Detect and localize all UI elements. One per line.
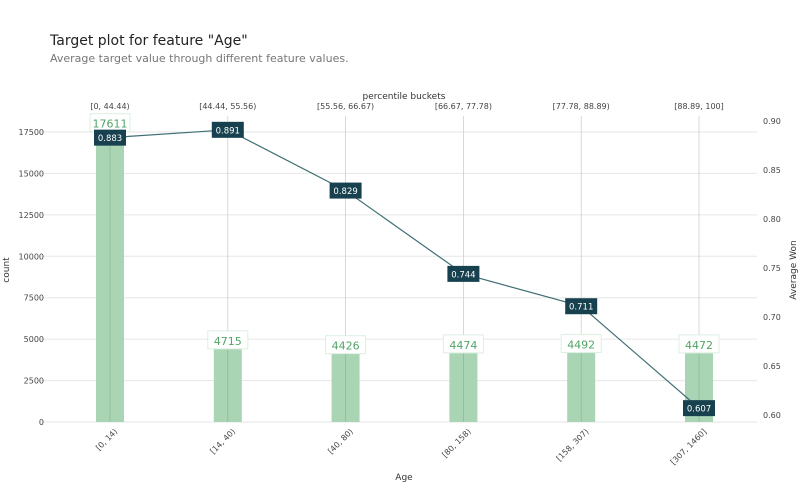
x-tick-label: [0, 14) xyxy=(94,427,119,452)
y-tick-label: 5000 xyxy=(24,335,44,344)
count-label-box xyxy=(442,334,484,354)
x-tick-label: [307, 1460] xyxy=(669,427,709,467)
y2-tick-label: 0.65 xyxy=(763,362,781,371)
count-label: 17611 xyxy=(93,118,128,131)
top-tick-label: [88.89, 100] xyxy=(674,102,724,111)
x-tick-label: [40, 80) xyxy=(326,427,355,456)
chart-title: Target plot for feature "Age" xyxy=(50,33,248,49)
x-tick-label: [80, 158) xyxy=(440,427,472,459)
y2-tick-label: 0.70 xyxy=(763,313,781,322)
top-tick-label: [77.78, 88.89) xyxy=(553,102,610,111)
count-label: 4715 xyxy=(214,335,242,348)
y-tick-label: 0 xyxy=(39,418,44,427)
y-tick-label: 15000 xyxy=(19,169,44,178)
y-tick-label: 12500 xyxy=(19,211,44,220)
count-label-box xyxy=(325,335,367,355)
count-label: 4426 xyxy=(332,340,360,353)
y-tick-label: 2500 xyxy=(24,377,44,386)
y2-tick-label: 0.80 xyxy=(763,215,781,224)
x-tick-label: [158, 307) xyxy=(555,427,591,463)
average-won-label: 0.829 xyxy=(333,187,357,197)
top-tick-label: [66.67, 77.78) xyxy=(435,102,492,111)
y-tick-label: 7500 xyxy=(24,294,44,303)
top-tick-label: [44.44, 55.56) xyxy=(199,102,256,111)
y-tick-label: 17500 xyxy=(19,128,44,137)
top-tick-label: [0, 44.44) xyxy=(90,102,129,111)
average-won-marker xyxy=(211,121,244,138)
average-won-marker xyxy=(447,265,480,282)
average-won-label: 0.883 xyxy=(98,134,122,144)
count-label: 4472 xyxy=(685,339,713,352)
average-won-label: 0.607 xyxy=(687,405,711,415)
average-won-label: 0.711 xyxy=(569,303,593,313)
average-won-label: 0.744 xyxy=(451,270,475,280)
average-won-line xyxy=(109,129,700,409)
y2-tick-label: 0.60 xyxy=(763,411,781,420)
y-tick-label: 10000 xyxy=(19,252,44,261)
y2-axis-label: Average Won xyxy=(789,240,799,299)
chart-subtitle: Average target value through different f… xyxy=(50,52,349,65)
count-label: 4474 xyxy=(449,339,477,352)
average-won-marker xyxy=(94,129,126,146)
y2-tick-label: 0.85 xyxy=(763,166,781,175)
x-axis-label: Age xyxy=(395,473,413,483)
y2-tick-label: 0.75 xyxy=(763,264,781,273)
top-tick-label: [55.56, 66.67) xyxy=(317,102,374,111)
average-won-marker xyxy=(329,182,362,199)
count-label-box xyxy=(207,330,249,350)
average-won-marker xyxy=(683,400,715,417)
count-label: 4492 xyxy=(567,339,595,352)
count-label-box xyxy=(678,334,720,354)
y-axis-label: count xyxy=(2,257,12,283)
average-won-label: 0.891 xyxy=(216,126,240,136)
y2-tick-label: 0.90 xyxy=(763,117,781,126)
average-won-marker xyxy=(565,298,598,315)
top-axis-label: percentile buckets xyxy=(363,92,446,102)
x-tick-label: [14, 40) xyxy=(208,427,237,456)
count-label-box xyxy=(560,334,602,354)
